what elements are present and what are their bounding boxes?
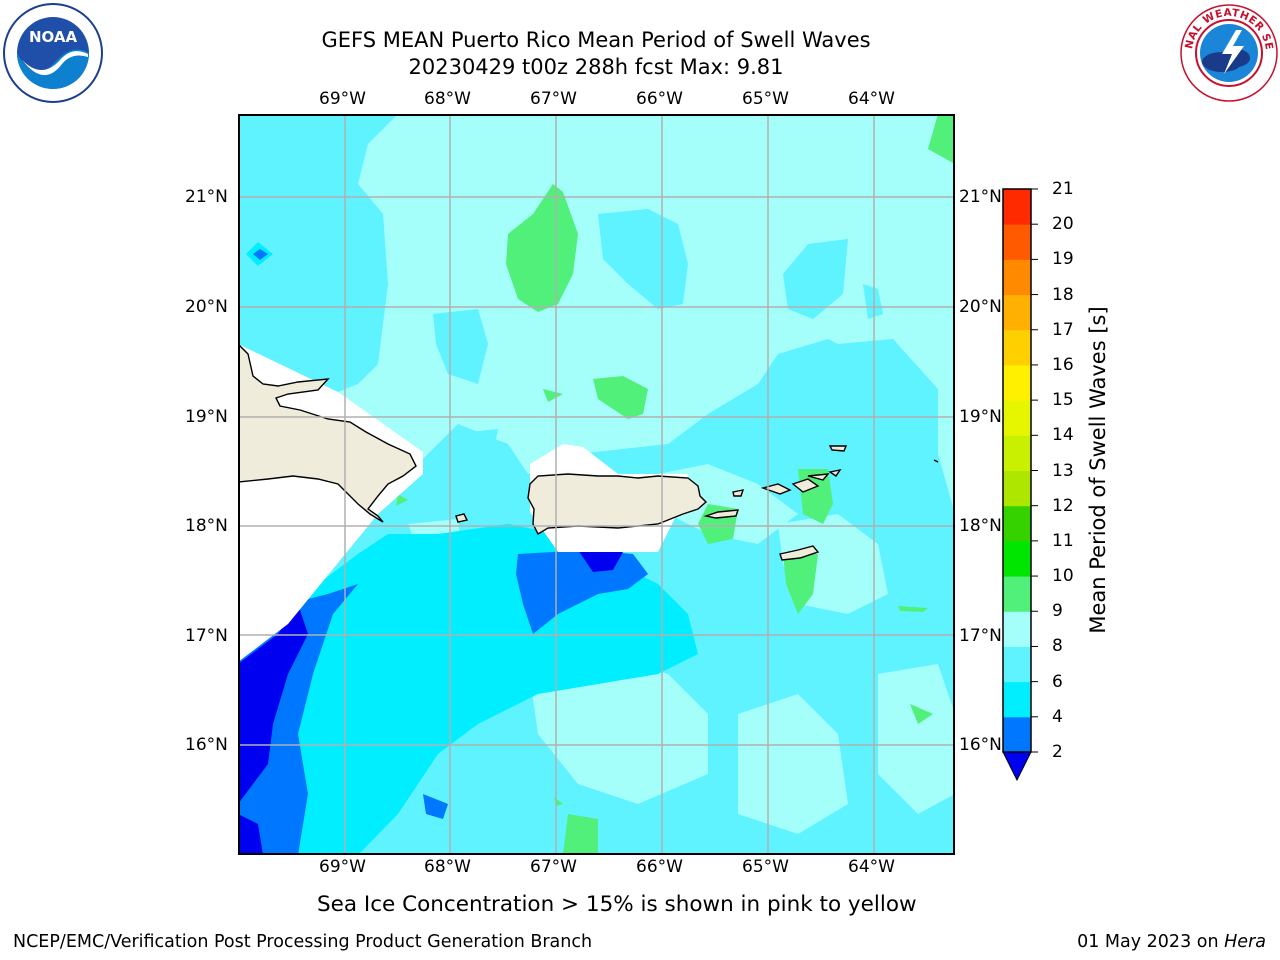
colorbar-tick-label: 17: [1052, 319, 1074, 340]
lat-label-right: 19°N: [959, 407, 1002, 427]
lon-label-bottom: 67°W: [530, 857, 577, 877]
lon-label-bottom: 64°W: [848, 857, 895, 877]
footer-branch: NCEP/EMC/Verification Post Processing Pr…: [13, 932, 593, 952]
lat-lon-grid: [239, 115, 954, 854]
lon-label-top: 64°W: [848, 89, 895, 109]
colorbar-tick-label: 19: [1052, 249, 1074, 270]
colorbar-segment: [1003, 400, 1031, 436]
lat-label-left: 19°N: [185, 407, 228, 427]
lon-label-bottom: 66°W: [636, 857, 683, 877]
colorbar-segment: [1003, 259, 1031, 296]
lat-label-left: 21°N: [185, 187, 228, 207]
colorbar-segment: [1003, 294, 1031, 331]
colorbar-segment: [1003, 329, 1031, 366]
colorbar-tick-label: 18: [1052, 284, 1074, 305]
tiny-island: [933, 459, 939, 463]
lat-label-right: 20°N: [959, 297, 1002, 317]
lon-label-bottom: 65°W: [742, 857, 789, 877]
colorbar-segment: [1003, 611, 1031, 647]
colorbar-tick-marks: [1031, 188, 1038, 753]
colorbar-segment: [1003, 716, 1031, 753]
lat-label-right: 18°N: [959, 516, 1002, 536]
colorbar-segment: [1003, 435, 1031, 471]
colorbar: [1002, 188, 1038, 782]
title-line-1: GEFS MEAN Puerto Rico Mean Period of Swe…: [321, 28, 871, 52]
colorbar-segments: [1003, 189, 1031, 753]
lon-label-top: 66°W: [636, 89, 683, 109]
colorbar-tick-label: 21: [1052, 179, 1074, 199]
colorbar-segment: [1003, 576, 1031, 612]
lat-label-right: 16°N: [959, 735, 1002, 755]
lon-label-top: 68°W: [424, 89, 471, 109]
lon-label-top: 69°W: [319, 89, 366, 109]
map-frame: [238, 114, 955, 855]
colorbar-tick-label: 9: [1052, 601, 1063, 622]
colorbar-tick-label: 6: [1052, 671, 1063, 692]
lat-label-right: 21°N: [959, 187, 1002, 207]
colorbar-tick-label: 14: [1052, 425, 1074, 446]
swell-period-map: [238, 114, 955, 855]
colorbar-tick-label: 2: [1052, 742, 1063, 762]
lon-label-top: 67°W: [530, 89, 577, 109]
title-line-2: 20230429 t00z 288h fcst Max: 9.81: [408, 55, 784, 79]
colorbar-tick-label: 16: [1052, 354, 1074, 375]
colorbar-segment: [1003, 470, 1031, 507]
colorbar-tick-label: 20: [1052, 214, 1074, 235]
colorbar-extend-triangle: [1002, 751, 1032, 782]
footer-date: 01 May 2023 on Hera: [1077, 931, 1266, 953]
lat-label-left: 17°N: [185, 626, 228, 646]
footer-machine: Hera: [1224, 932, 1266, 952]
colorbar-tick-label: 12: [1052, 495, 1074, 516]
colorbar-segment: [1003, 505, 1031, 542]
colorbar-tick-label: 8: [1052, 636, 1063, 657]
colorbar-tick-label: 4: [1052, 706, 1063, 727]
contour-below-2s: [239, 550, 623, 854]
lat-label-right: 17°N: [959, 626, 1002, 646]
colorbar-tick-label: 10: [1052, 566, 1074, 587]
lon-label-bottom: 68°W: [424, 857, 471, 877]
colorbar-segment: [1003, 681, 1031, 718]
footer-date-text: 01 May 2023 on: [1077, 932, 1225, 952]
lon-label-top: 65°W: [742, 89, 789, 109]
colorbar-segment: [1003, 646, 1031, 683]
colorbar-segment: [1003, 364, 1031, 401]
colorbar-segment: [1003, 189, 1031, 225]
noaa-logo: NOAA: [3, 3, 103, 103]
lat-label-left: 20°N: [185, 297, 228, 317]
colorbar-tick-label: 15: [1052, 390, 1074, 411]
colorbar-tick-label: 11: [1052, 530, 1074, 551]
colorbar-tick-label: 13: [1052, 460, 1074, 481]
sea-ice-caption: Sea Ice Concentration > 15% is shown in …: [317, 892, 917, 917]
lat-label-left: 16°N: [185, 735, 228, 755]
nws-logo: NATIONAL WEATHER SERVICE: [1178, 2, 1278, 102]
colorbar-segment: [1003, 540, 1031, 577]
lon-label-bottom: 69°W: [319, 857, 366, 877]
contour-9-10s: [396, 115, 954, 854]
colorbar-segment: [1003, 224, 1031, 260]
lat-label-left: 18°N: [185, 516, 228, 536]
noaa-logo-text: NOAA: [29, 28, 78, 46]
colorbar-label: Mean Period of Swell Waves [s]: [1086, 306, 1110, 634]
